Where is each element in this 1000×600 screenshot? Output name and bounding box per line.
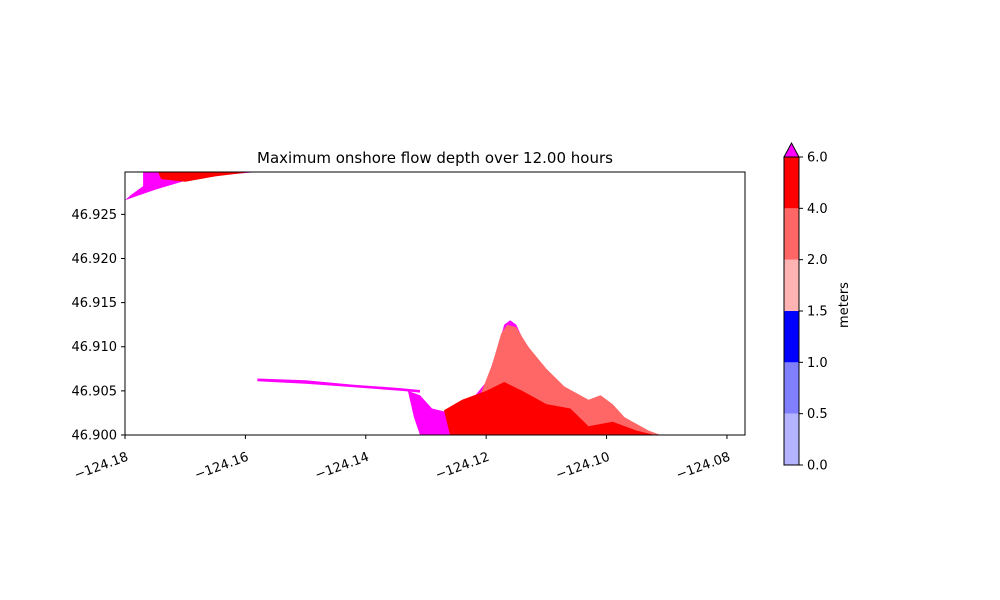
y-axis: 46.900 46.905 46.910 46.915 46.920 46.925 bbox=[72, 208, 125, 444]
region-north-spit-core bbox=[158, 172, 252, 182]
colorbar-tick-label: 2.0 bbox=[807, 253, 828, 268]
region-harbor-core bbox=[444, 382, 655, 435]
y-tick-label: 46.920 bbox=[72, 252, 118, 267]
chart-title: Maximum onshore flow depth over 12.00 ho… bbox=[257, 149, 613, 167]
region-north-spit bbox=[125, 172, 258, 201]
colorbar-tick-label: 1.5 bbox=[807, 305, 828, 320]
y-tick-label: 46.915 bbox=[72, 296, 118, 311]
colorbar-tick-label: 0.5 bbox=[807, 407, 828, 422]
x-tick-label: −124.12 bbox=[433, 450, 491, 483]
x-tick-label: −124.08 bbox=[674, 450, 732, 483]
plot-frame bbox=[124, 171, 746, 436]
colorbar-segment bbox=[784, 259, 799, 311]
colorbar-segment bbox=[784, 362, 799, 414]
x-tick-label: −124.16 bbox=[193, 450, 251, 483]
colorbar-tick-label: 4.0 bbox=[807, 202, 828, 217]
y-tick-label: 46.910 bbox=[72, 340, 118, 355]
x-tick-label: −124.18 bbox=[72, 450, 130, 483]
colorbar-tick-label: 0.0 bbox=[807, 459, 828, 474]
region-jetty bbox=[257, 378, 420, 393]
colorbar-segment bbox=[784, 157, 799, 209]
x-axis: −124.18 −124.16 −124.14 −124.12 −124.10 −124.… bbox=[72, 435, 732, 483]
colorbar-extend-arrow bbox=[783, 141, 800, 158]
map-regions bbox=[125, 172, 661, 435]
x-tick-label: −124.14 bbox=[313, 450, 371, 483]
y-tick-label: 46.905 bbox=[72, 384, 118, 399]
colorbar-segment bbox=[784, 413, 799, 465]
y-tick-label: 46.900 bbox=[72, 429, 118, 444]
colorbar-tick-label: 1.0 bbox=[807, 356, 828, 371]
colorbar-segment bbox=[784, 208, 799, 260]
colorbar: 0.0 0.5 1.0 1.5 2.0 4.0 6.0 bbox=[783, 141, 828, 474]
colorbar-segment bbox=[784, 311, 799, 363]
colorbar-label: meters bbox=[837, 282, 852, 328]
y-tick-label: 46.925 bbox=[72, 208, 118, 223]
colorbar-tick-label: 6.0 bbox=[807, 151, 828, 166]
x-tick-label: −124.10 bbox=[554, 450, 612, 483]
